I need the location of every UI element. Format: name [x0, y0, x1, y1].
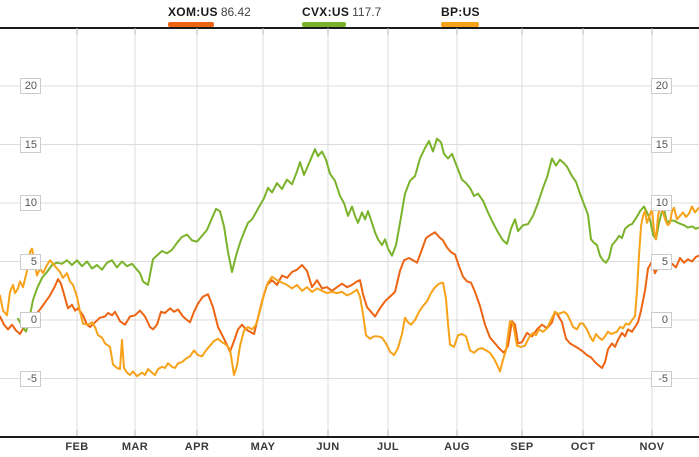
- series-lines: [0, 137, 699, 378]
- legend-item-xom[interactable]: XOM:US 86.42: [168, 5, 251, 27]
- y-tick-label-left: 5: [20, 253, 41, 270]
- x-tick-label-aug: AUG: [444, 441, 470, 453]
- legend-swatch: [168, 22, 214, 27]
- legend-ticker-bp: BP:US: [441, 5, 480, 19]
- y-tick-label-left: -5: [20, 370, 41, 387]
- y-tick-label-left: 10: [20, 195, 41, 211]
- x-tick-label-nov: NOV: [639, 441, 665, 453]
- legend-value-cvx: 117.7: [352, 5, 382, 19]
- series-line-bp: [0, 205, 699, 378]
- x-tick-label-may: MAY: [250, 441, 276, 453]
- x-tick-label-sep: SEP: [510, 441, 534, 453]
- y-tick-label-right: 10: [651, 195, 672, 211]
- y-tick-label-right: 0: [651, 312, 672, 328]
- y-tick-label-left: 0: [20, 312, 41, 328]
- x-tick-label-mar: MAR: [121, 441, 149, 453]
- gridlines: [0, 28, 699, 437]
- series-line-xom: [0, 231, 699, 369]
- legend-ticker-cvx: CVX:US: [302, 5, 350, 19]
- y-tick-label-right: 20: [651, 78, 672, 94]
- legend-swatch: [302, 22, 346, 27]
- y-tick-label-right: 15: [651, 136, 672, 153]
- x-tick-label-oct: OCT: [570, 441, 596, 453]
- x-tick-label-apr: APR: [184, 441, 210, 453]
- y-tick-label-right: 5: [651, 253, 672, 270]
- legend-item-bp[interactable]: BP:US: [441, 5, 483, 27]
- plot-top-border: [0, 27, 699, 29]
- x-tick-label-feb: FEB: [65, 441, 89, 453]
- x-tick-label-jul: JUL: [377, 441, 399, 453]
- y-tick-label-right: -5: [651, 370, 672, 387]
- y-tick-label-left: 15: [20, 136, 41, 153]
- legend-swatch: [441, 22, 479, 27]
- legend-value-xom: 86.42: [220, 5, 251, 19]
- legend-item-cvx[interactable]: CVX:US 117.7: [302, 5, 381, 27]
- y-tick-label-left: 20: [20, 78, 41, 94]
- x-axis-line: [0, 436, 699, 438]
- legend-ticker-xom: XOM:US: [168, 5, 218, 19]
- series-line-cvx: [17, 137, 699, 333]
- x-tick-label-jun: JUN: [316, 441, 340, 453]
